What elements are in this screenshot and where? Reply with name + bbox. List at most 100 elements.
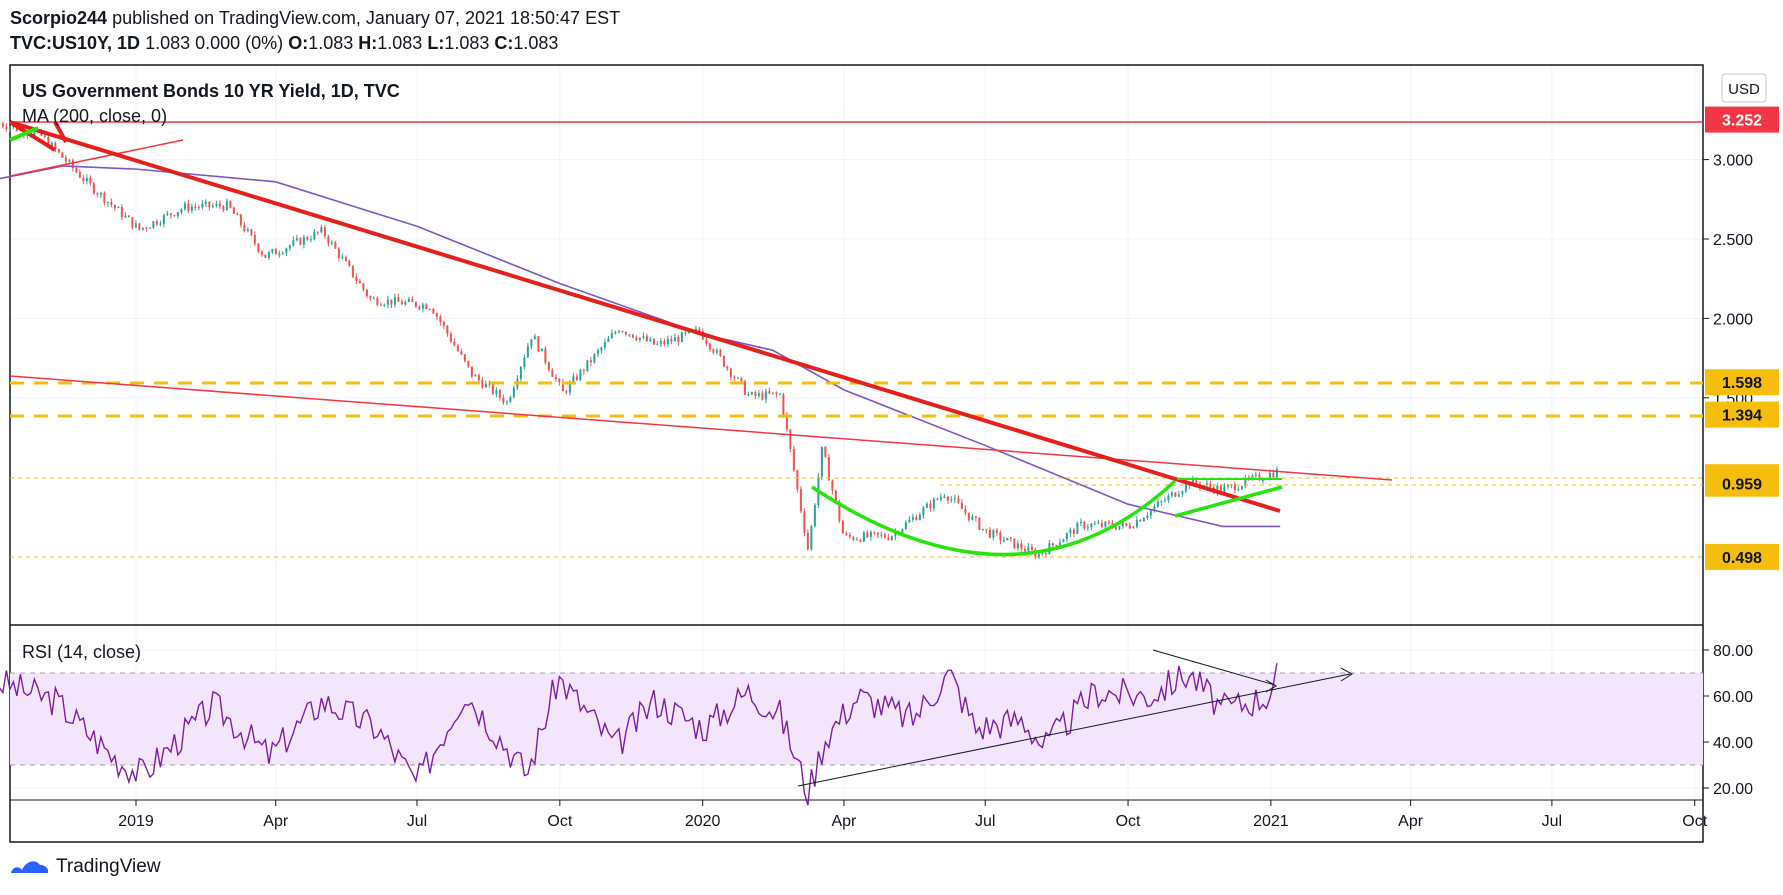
candle-body: [978, 517, 981, 530]
currency-box[interactable]: USD: [1721, 73, 1767, 103]
candle-body: [5, 126, 8, 130]
price-change: 0.000 (0%): [195, 33, 284, 53]
rsi-down-arrow-head[interactable]: [1265, 679, 1277, 693]
price-label-box: [1705, 470, 1779, 497]
drawings[interactable]: [8, 120, 1703, 787]
arrow-mark-2[interactable]: [53, 121, 68, 143]
footer[interactable]: TradingView: [10, 856, 161, 878]
candle-body: [435, 313, 438, 317]
rsi-band: [10, 673, 1703, 765]
candle-body: [593, 353, 596, 363]
candle-body: [1016, 543, 1019, 549]
candle-body: [778, 393, 781, 395]
price-label-box: [1705, 543, 1779, 570]
candle-body: [799, 489, 802, 512]
candle-body: [176, 212, 179, 217]
currency-frame[interactable]: [1721, 73, 1767, 103]
candle-body: [1132, 527, 1135, 529]
candle-body: [932, 498, 935, 509]
candle-body: [908, 519, 911, 523]
candle-body: [288, 245, 291, 249]
thick-downtrend-line[interactable]: [9, 120, 1281, 513]
rsi-down-line[interactable]: [1152, 649, 1276, 686]
candle-body: [582, 369, 585, 372]
candle-body: [1163, 500, 1166, 502]
price-tick-label: 3.000: [1713, 153, 1753, 170]
candle-body: [1118, 526, 1121, 530]
handle-line[interactable]: [1174, 485, 1283, 518]
candle-body: [883, 534, 886, 538]
candle-body: [1205, 483, 1208, 486]
green-mark-top-left[interactable]: [9, 126, 39, 142]
publisher-name[interactable]: Scorpio244: [10, 8, 108, 28]
candle-body: [1076, 523, 1079, 534]
candle-body: [890, 536, 893, 540]
candle-body: [575, 376, 578, 380]
candle-body: [820, 446, 823, 477]
candle-body: [946, 496, 949, 501]
candle-body: [1254, 474, 1257, 476]
candle-body: [481, 380, 484, 388]
candle-body: [999, 532, 1002, 541]
candle-body: [936, 498, 939, 500]
candle-body: [285, 248, 288, 253]
candle-body: [386, 299, 389, 305]
candle-body: [1223, 486, 1226, 492]
rsi-uptrend-line[interactable]: [797, 673, 1351, 787]
candle-body: [992, 530, 995, 538]
candle-body: [1128, 525, 1131, 529]
candle-body: [141, 227, 144, 230]
ma-200-line: [0, 165, 1281, 528]
candle-body: [862, 532, 865, 542]
candle-body: [1181, 491, 1184, 495]
candle-body: [873, 531, 876, 533]
candle-body: [1233, 484, 1236, 491]
candle-body: [299, 238, 302, 245]
candle-body: [803, 511, 806, 533]
candle-body: [131, 217, 134, 228]
candle-body: [785, 415, 788, 430]
candle-body: [995, 530, 998, 533]
long-red-trendline[interactable]: [9, 375, 1393, 481]
short-red-trendline[interactable]: [9, 139, 184, 177]
candle-body: [225, 201, 228, 211]
candle-body: [397, 297, 400, 302]
time-tick-label: Oct: [1682, 813, 1707, 830]
candle-body: [428, 308, 431, 310]
candle-body: [684, 332, 687, 334]
candle-body: [68, 160, 71, 162]
candle-body: [274, 249, 277, 255]
arrow-mark-1[interactable]: [8, 120, 57, 152]
candle-body: [680, 332, 683, 342]
rsi-axis[interactable]: 80.00 60.00 40.00 20.00: [1703, 643, 1753, 798]
rsi-arrow-head[interactable]: [1340, 667, 1353, 682]
candle-body: [1065, 533, 1068, 540]
candle-body: [1153, 506, 1156, 510]
candle-body: [831, 480, 834, 491]
candle-body: [383, 304, 386, 306]
cup-curve[interactable]: [811, 479, 1177, 557]
candle-body: [264, 254, 267, 258]
candle-body: [1097, 522, 1100, 524]
candle-body: [215, 203, 218, 206]
candle-body: [449, 333, 452, 342]
candle-body: [547, 362, 550, 371]
time-axis[interactable]: 2019 Apr Jul Oct 2020 Apr Jul Oct 2021 Apr Jul Oct: [118, 800, 1708, 830]
candle-body: [1100, 522, 1103, 527]
candle-body: [348, 261, 351, 266]
candle-body: [365, 289, 368, 297]
candle-body: [379, 304, 382, 306]
candle-body: [1268, 472, 1271, 479]
candle-body: [442, 321, 445, 326]
candle-body: [1013, 538, 1016, 549]
candle-body: [124, 215, 127, 218]
candle-body: [894, 531, 897, 537]
candle-body: [232, 207, 235, 214]
candle-body: [1023, 548, 1026, 552]
candle-body: [456, 345, 459, 352]
candle-body: [565, 391, 568, 393]
price-label-text: 0.498: [1722, 550, 1762, 567]
candle-body: [533, 336, 536, 340]
price-label-box: [1705, 106, 1779, 133]
